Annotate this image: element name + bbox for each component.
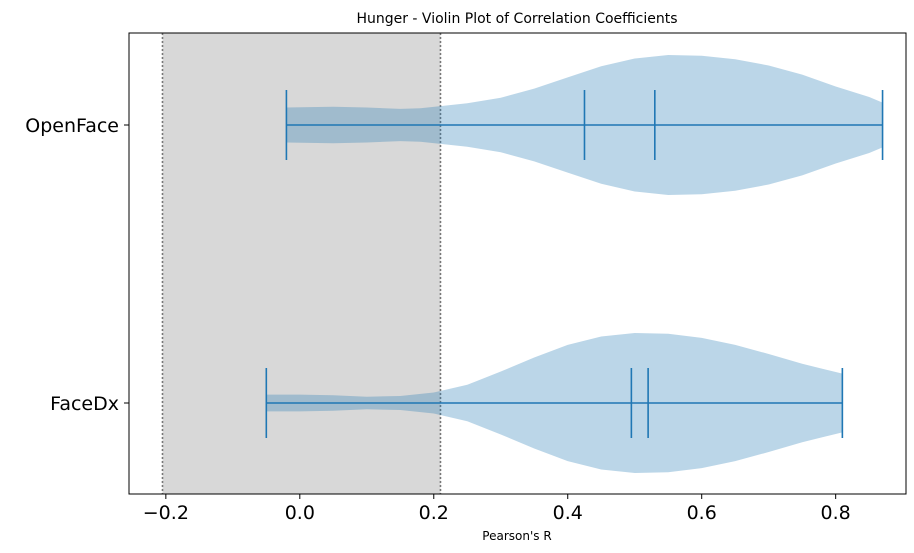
x-tick-label: 0.0 — [285, 502, 315, 524]
y-axis: OpenFace FaceDx — [25, 115, 129, 415]
axes-frame — [128, 32, 907, 495]
plot-area — [161, 33, 884, 494]
y-tick-label-openface: OpenFace — [25, 115, 119, 137]
x-axis-label: Pearson's R — [482, 529, 551, 543]
x-tick-label: 0.6 — [687, 502, 717, 524]
y-tick-label-facedx: FaceDx — [50, 393, 119, 415]
x-tick-label: 0.8 — [821, 502, 851, 524]
x-tick-label: 0.2 — [419, 502, 449, 524]
x-tick-label: 0.4 — [553, 502, 583, 524]
x-tick-label: −0.2 — [143, 502, 189, 524]
shaded-region — [162, 33, 441, 494]
chart-title: Hunger - Violin Plot of Correlation Coef… — [356, 11, 677, 27]
x-axis: −0.2 0.0 0.2 0.4 0.6 0.8 — [143, 494, 851, 524]
